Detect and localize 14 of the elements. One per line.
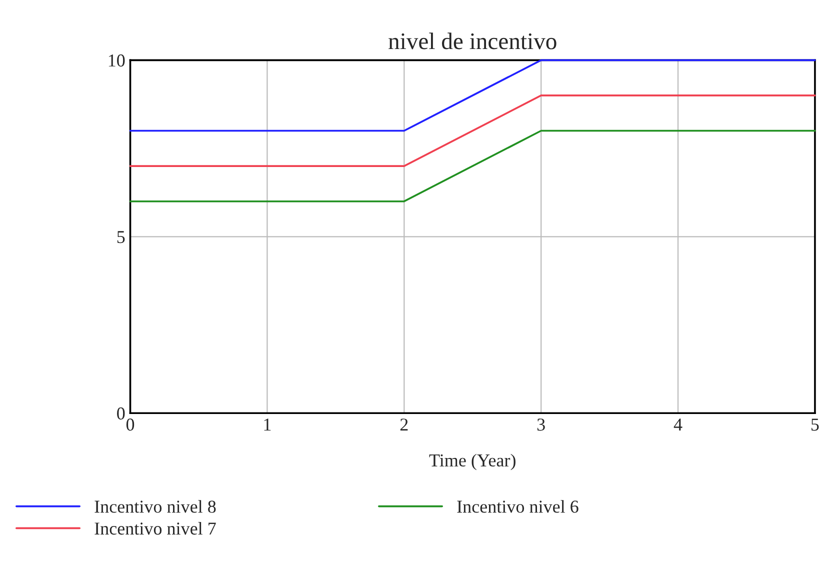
x-axis-title: Time (Year) [429,454,516,470]
x-tick-label: 5 [811,418,819,431]
x-tick-label: 3 [537,418,545,431]
x-tick-label: 1 [264,418,271,431]
chart-title: nivel de incentivo [388,32,556,50]
y-tick-label: 0 [117,407,125,420]
legend-label: Incentivo nivel 8 [94,500,216,513]
legend-label: Incentivo nivel 7 [94,522,216,535]
legend-label: Incentivo nivel 6 [457,500,578,513]
x-tick-label: 4 [674,418,682,431]
x-tick-label: 0 [126,418,134,431]
y-tick-label: 5 [117,231,125,244]
x-tick-label: 2 [400,418,408,431]
y-tick-label: 10 [108,54,125,67]
